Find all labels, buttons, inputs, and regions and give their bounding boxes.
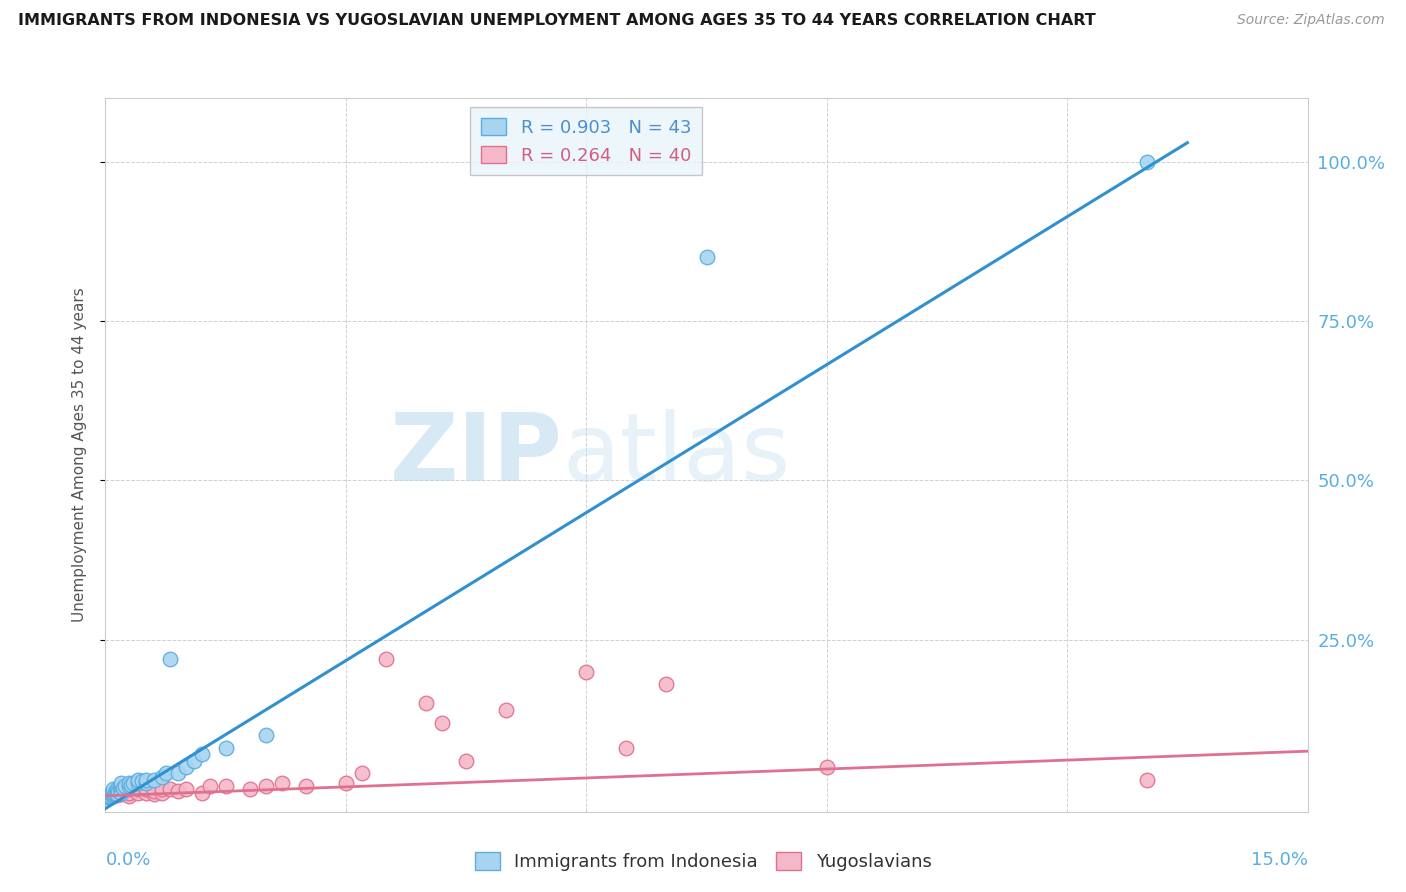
Point — [118, 776, 141, 790]
Point — [98, 789, 121, 803]
Point — [105, 787, 128, 801]
Point — [104, 786, 127, 800]
Point — [103, 782, 125, 797]
Point — [114, 779, 136, 793]
Point — [118, 779, 141, 793]
Point — [166, 766, 188, 780]
Point — [122, 776, 145, 790]
Text: ZIP: ZIP — [389, 409, 562, 501]
Point — [254, 728, 277, 742]
Point — [118, 782, 141, 797]
Point — [150, 770, 173, 784]
Legend: Immigrants from Indonesia, Yugoslavians: Immigrants from Indonesia, Yugoslavians — [467, 846, 939, 879]
Point — [1136, 772, 1159, 787]
Point — [159, 782, 181, 797]
Point — [159, 652, 181, 666]
Point — [166, 784, 188, 798]
Point — [270, 776, 292, 790]
Point — [374, 652, 398, 666]
Point — [110, 779, 132, 793]
Point — [98, 788, 121, 802]
Point — [142, 784, 165, 798]
Point — [103, 787, 125, 801]
Point — [254, 779, 277, 793]
Point — [104, 784, 127, 798]
Point — [190, 786, 212, 800]
Point — [454, 754, 477, 768]
Point — [142, 787, 165, 801]
Point — [214, 741, 236, 756]
Point — [295, 779, 318, 793]
Point — [127, 776, 149, 790]
Point — [198, 779, 221, 793]
Point — [815, 760, 838, 774]
Text: atlas: atlas — [562, 409, 790, 501]
Y-axis label: Unemployment Among Ages 35 to 44 years: Unemployment Among Ages 35 to 44 years — [72, 287, 87, 623]
Point — [127, 782, 149, 797]
Point — [108, 782, 131, 797]
Point — [110, 786, 132, 800]
Point — [110, 787, 132, 801]
Point — [335, 776, 357, 790]
Point — [101, 787, 124, 801]
Point — [190, 747, 212, 762]
Point — [430, 715, 453, 730]
Point — [131, 774, 153, 789]
Point — [98, 789, 121, 803]
Point — [239, 782, 262, 797]
Point — [495, 703, 517, 717]
Text: IMMIGRANTS FROM INDONESIA VS YUGOSLAVIAN UNEMPLOYMENT AMONG AGES 35 TO 44 YEARS : IMMIGRANTS FROM INDONESIA VS YUGOSLAVIAN… — [18, 13, 1097, 29]
Point — [107, 784, 129, 798]
Point — [110, 776, 132, 790]
Point — [696, 251, 718, 265]
Point — [350, 766, 373, 780]
Point — [142, 772, 165, 787]
Legend: R = 0.903   N = 43, R = 0.264   N = 40: R = 0.903 N = 43, R = 0.264 N = 40 — [471, 107, 702, 176]
Point — [183, 754, 205, 768]
Point — [214, 779, 236, 793]
Point — [135, 782, 157, 797]
Point — [107, 788, 129, 802]
Point — [97, 789, 120, 804]
Point — [1136, 154, 1159, 169]
Point — [135, 776, 157, 790]
Point — [135, 786, 157, 800]
Point — [655, 677, 678, 691]
Point — [135, 772, 157, 787]
Point — [150, 782, 173, 797]
Point — [97, 789, 120, 803]
Point — [118, 786, 141, 800]
Point — [127, 786, 149, 800]
Point — [415, 697, 437, 711]
Point — [155, 766, 177, 780]
Point — [118, 789, 141, 803]
Point — [575, 665, 598, 679]
Point — [101, 786, 124, 800]
Point — [112, 780, 135, 795]
Point — [616, 741, 638, 756]
Point — [103, 786, 125, 800]
Text: 15.0%: 15.0% — [1250, 851, 1308, 869]
Point — [174, 782, 197, 797]
Point — [110, 786, 132, 800]
Point — [100, 787, 122, 801]
Point — [96, 790, 118, 805]
Point — [107, 782, 129, 797]
Point — [101, 788, 124, 802]
Text: Source: ZipAtlas.com: Source: ZipAtlas.com — [1237, 13, 1385, 28]
Point — [103, 789, 125, 803]
Point — [174, 760, 197, 774]
Point — [97, 790, 120, 805]
Point — [120, 778, 142, 792]
Text: 0.0%: 0.0% — [105, 851, 150, 869]
Point — [127, 772, 149, 787]
Point — [150, 786, 173, 800]
